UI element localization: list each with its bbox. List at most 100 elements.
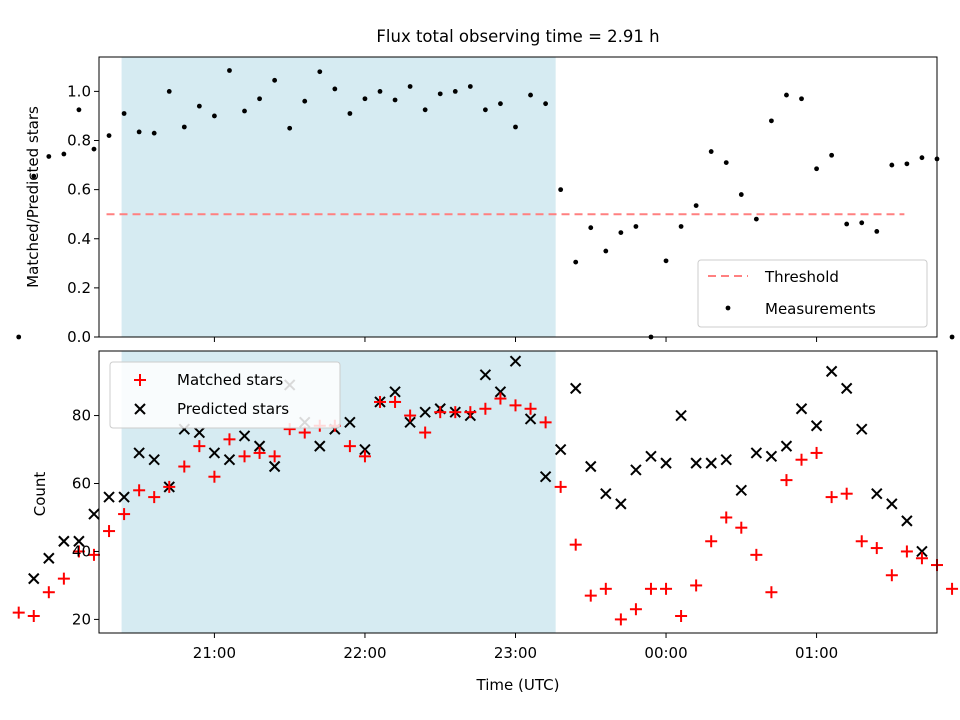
top-panel: 0.0 0.2 0.4 0.6 0.8 1.0 Matched/Predicted sta… <box>16 56 955 346</box>
measurement-point <box>543 101 548 107</box>
matched-stars-point <box>404 409 417 422</box>
matched-stars-point <box>509 399 522 412</box>
predicted-stars-point <box>840 382 853 395</box>
measurement-points <box>16 68 955 340</box>
x-tick-label: 22:00 <box>343 644 386 662</box>
measurement-point <box>437 91 443 97</box>
measurement-point <box>949 334 955 340</box>
measurement-point <box>678 224 684 229</box>
predicted-stars-point <box>103 491 115 503</box>
y-tick-label: 40 <box>72 542 91 560</box>
x-tick-label: 23:00 <box>494 644 537 662</box>
predicted-stars-point <box>314 440 326 452</box>
predicted-stars-point <box>118 491 130 503</box>
matched-stars-point <box>148 491 161 504</box>
measurement-point <box>452 88 458 94</box>
measurement-point <box>407 84 413 89</box>
matched-stars-point <box>163 480 176 493</box>
predicted-stars-point <box>630 464 642 476</box>
matched-stars-point <box>449 406 462 419</box>
matched-stars-point <box>915 552 928 565</box>
measurement-point <box>799 96 804 102</box>
measurement-point <box>904 161 910 167</box>
predicted-stars-point <box>344 416 356 429</box>
matched-stars-point <box>178 460 191 473</box>
measurement-point <box>31 173 37 179</box>
matched-stars-point <box>795 453 808 466</box>
predicted-stars-point <box>705 457 717 469</box>
matched-stars-point <box>464 406 477 419</box>
predicted-stars-point <box>238 430 251 442</box>
predicted-stars-point <box>539 471 552 483</box>
y-tick-label: 80 <box>72 407 91 425</box>
predicted-stars-point <box>494 386 507 398</box>
matched-stars-point <box>539 416 552 429</box>
measurement-point <box>227 68 232 73</box>
predicted-stars-point <box>735 484 748 497</box>
measurement-point <box>362 96 368 102</box>
measurement-point <box>242 108 247 114</box>
measurement-point <box>212 113 217 119</box>
measurement-point <box>738 192 744 197</box>
matched-stars-point <box>27 610 40 623</box>
measurement-point <box>482 107 488 113</box>
predicted-stars-point <box>660 457 672 469</box>
top-legend: Threshold Measurements <box>697 259 928 328</box>
matched-stars-point <box>690 579 703 592</box>
x-tick-label: 01:00 <box>795 644 838 662</box>
matched-stars-point <box>870 542 883 555</box>
measurement-point <box>844 221 850 227</box>
matched-stars-point <box>57 572 70 585</box>
y-tick-label: 60 <box>72 475 91 493</box>
predicted-stars-point <box>645 450 657 463</box>
top-legend-box <box>697 259 928 328</box>
predicted-stars-point <box>193 426 206 439</box>
matched-stars-point <box>705 535 718 548</box>
matched-stars-point <box>494 392 507 405</box>
matched-stars-point <box>479 402 492 415</box>
measurement-point <box>723 160 729 166</box>
predicted-stars-point <box>569 382 582 395</box>
predicted-stars-point <box>675 409 687 422</box>
legend-measurements-swatch <box>725 305 731 311</box>
measurement-point <box>573 259 579 265</box>
predicted-stars-point <box>223 454 236 466</box>
matched-stars-point <box>840 487 853 500</box>
measurement-point <box>513 124 518 130</box>
legend-threshold-label: Threshold <box>764 268 839 286</box>
bottom-legend: Matched stars Predicted stars <box>109 361 341 429</box>
measurement-point <box>498 101 503 107</box>
y-tick-label: 20 <box>72 610 91 628</box>
measurement-point <box>603 248 609 254</box>
measurement-point <box>422 107 428 113</box>
predicted-stars-point <box>720 454 732 466</box>
matched-stars-point <box>343 440 356 453</box>
measurement-point <box>874 228 880 234</box>
measurement-point <box>753 216 759 222</box>
measurement-point <box>558 187 564 193</box>
predicted-stars-point <box>58 535 70 547</box>
predicted-stars-point <box>419 406 431 418</box>
y-tick-label: 0.8 <box>67 132 91 150</box>
measurement-point <box>467 84 473 89</box>
predicted-stars-point <box>253 440 266 452</box>
matched-stars-point <box>750 548 763 561</box>
top-panel-frame <box>98 56 938 338</box>
matched-stars-point <box>660 582 673 595</box>
measurement-point <box>151 130 157 136</box>
matched-stars-point <box>765 586 778 599</box>
predicted-stars-point <box>268 460 281 473</box>
predicted-stars-point <box>886 498 898 510</box>
figure-title: Flux total observing time = 2.91 h <box>376 27 659 46</box>
matched-stars-point <box>103 525 116 538</box>
bottom-panel: 20 40 60 80 21:00 22:00 23:00 00:00 01:00 Count… <box>12 350 959 662</box>
measurement-point <box>302 98 308 104</box>
top-x-axis-ticks <box>213 337 818 342</box>
y-tick-label: 1.0 <box>67 82 91 100</box>
measurement-point <box>196 103 202 109</box>
matched-stars-point <box>42 586 55 599</box>
measurement-point <box>287 125 293 131</box>
y-tick-label: 0.0 <box>67 328 91 346</box>
matched-stars-point <box>87 548 100 561</box>
